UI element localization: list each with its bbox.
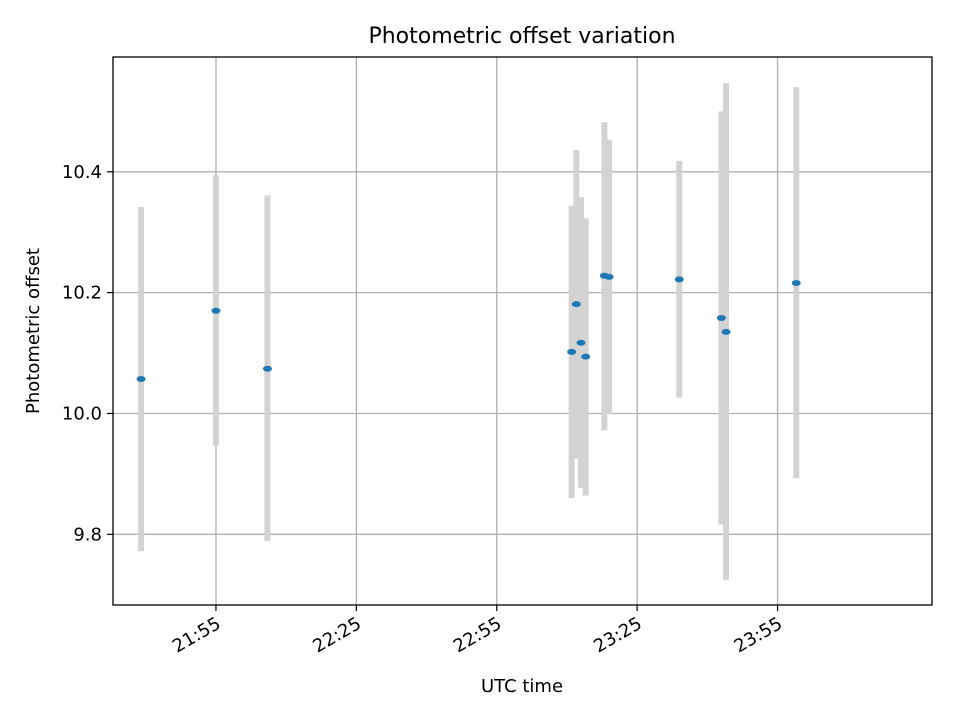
y-tick-label: 10.2	[62, 283, 102, 304]
plot-frame	[112, 56, 933, 606]
data-point	[721, 328, 731, 335]
x-axis-label: UTC time	[481, 676, 563, 697]
data-point	[571, 301, 581, 308]
data-point	[581, 353, 591, 360]
y-tick-label: 10.4	[62, 162, 102, 183]
data-point	[211, 307, 221, 314]
data-point	[674, 276, 684, 283]
data-point	[604, 273, 614, 280]
y-tick-label: 10.0	[62, 403, 102, 424]
y-axis-ticks: 9.8 10.0 10.2 10.4	[62, 162, 113, 545]
data-point	[791, 279, 801, 286]
data-points	[136, 272, 801, 383]
y-axis-label: Photometric offset	[23, 248, 44, 414]
chart-title: Photometric offset variation	[368, 24, 675, 49]
data-point	[262, 365, 272, 372]
y-tick-label: 9.8	[73, 524, 102, 545]
data-point	[567, 348, 577, 355]
data-point	[716, 315, 726, 322]
data-point	[576, 339, 586, 346]
data-point	[136, 376, 146, 383]
